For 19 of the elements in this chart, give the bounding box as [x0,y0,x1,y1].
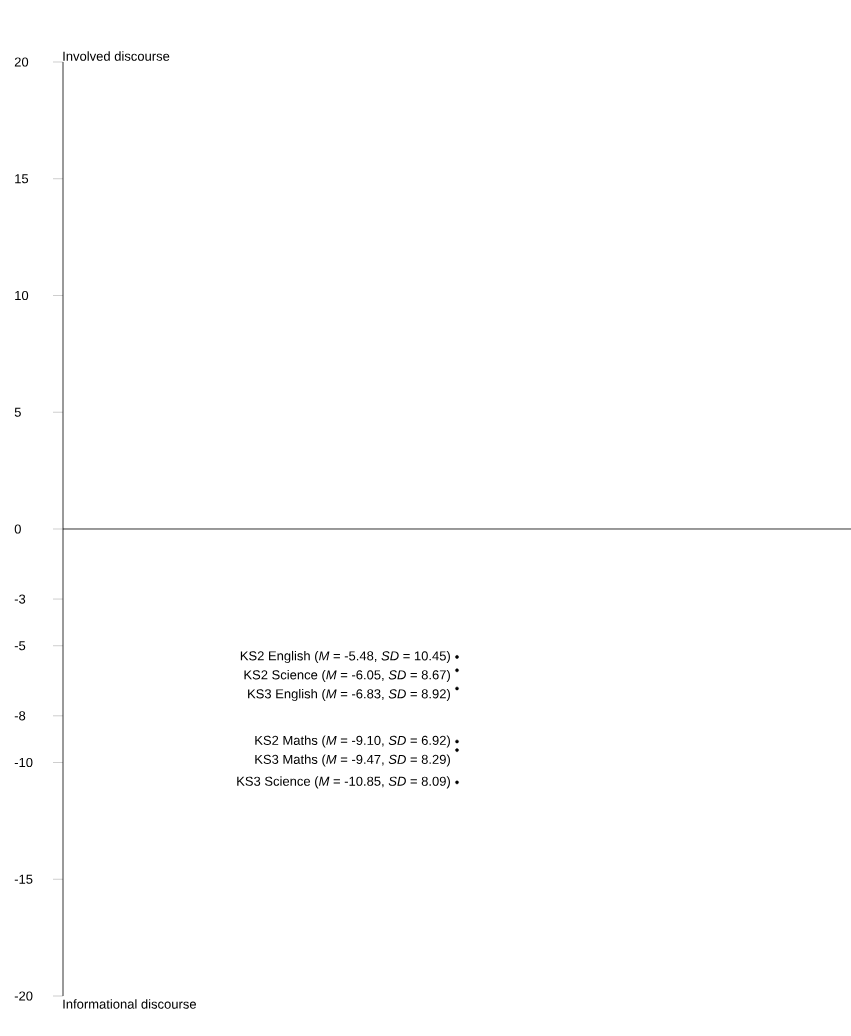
series-label: KS3 English (M = -6.83, SD = 8.92) [248,688,450,702]
series-label: KS2 Science (M = -6.05, SD = 8.67) [244,669,450,683]
series-label: KS2 Maths (M = -9.10, SD = 6.92) [255,735,450,748]
y-tick-label: -5 [14,641,26,651]
series-label: KS3 Science (M = -10.85, SD = 8.09) [237,776,450,789]
y-tick-label: 0 [14,524,21,534]
series-label: KS3 Maths (M = -9.47, SD = 8.29) [255,754,450,767]
y-tick-label: 15 [15,174,29,184]
text: Informational discourse [63,999,196,1009]
y-tick-label: -3 [14,594,26,604]
y-tick-label: 5 [14,407,21,417]
y-tick-label: 10 [15,290,29,301]
series-label: KS2 English (M = -5.48, SD = 10.45) [240,650,450,664]
y-tick-label: -20 [14,991,33,1001]
text: Involved discourse [63,51,170,61]
y-tick-label: -8 [14,711,26,721]
y-tick-label: -10 [14,757,33,768]
y-tick-label: -15 [14,874,33,884]
y-tick-label: 20 [14,57,29,67]
